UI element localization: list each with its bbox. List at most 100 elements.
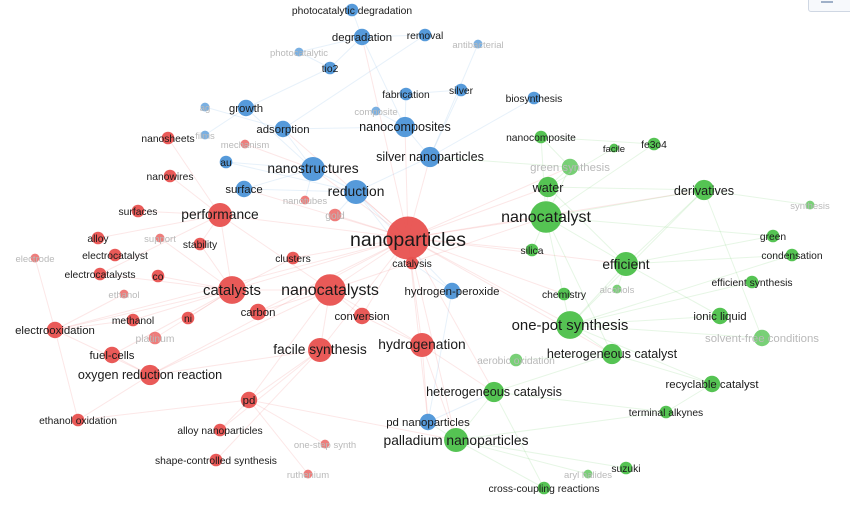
node-terminal-alkynes[interactable] xyxy=(659,405,673,419)
node-antibacterial[interactable] xyxy=(473,39,483,49)
label-catalysts[interactable]: catalysts xyxy=(203,283,261,299)
node-derivatives[interactable] xyxy=(693,179,715,201)
node-performance[interactable] xyxy=(208,203,232,227)
label-recyclable-catalyst[interactable]: recyclable catalyst xyxy=(665,379,759,391)
node-adsorption[interactable] xyxy=(274,120,292,138)
node-ethanol-oxidation[interactable] xyxy=(71,413,85,427)
node-mechanism[interactable] xyxy=(240,139,250,149)
node-nanocatalysts[interactable] xyxy=(314,274,346,306)
node-co[interactable] xyxy=(151,269,165,283)
node-shape-controlled-synthesis[interactable] xyxy=(209,453,223,467)
label-efficient[interactable]: efficient xyxy=(602,257,649,272)
label-methanol[interactable]: methanol xyxy=(112,316,154,327)
node-reduction[interactable] xyxy=(344,180,368,204)
label-alloy-nanoparticles[interactable]: alloy nanoparticles xyxy=(177,426,262,437)
label-green[interactable]: green xyxy=(760,232,787,243)
node-nanostructures[interactable] xyxy=(301,157,325,181)
label-silver[interactable]: silver xyxy=(449,86,474,97)
label-degradation[interactable]: degradation xyxy=(332,32,392,44)
label-chemistry[interactable]: chemistry xyxy=(542,290,587,301)
label-platinum[interactable]: platinum xyxy=(136,334,175,345)
label-cross-coupling-reactions[interactable]: cross-coupling reactions xyxy=(488,484,599,495)
label-tio2[interactable]: tio2 xyxy=(322,64,339,75)
node-ni[interactable] xyxy=(181,311,195,325)
label-ethanol-oxidation[interactable]: ethanol oxidation xyxy=(39,416,117,427)
label-photocatalytic-degradation[interactable]: photocatalytic degradation xyxy=(292,6,412,17)
label-green-synthesis[interactable]: green synthesis xyxy=(530,162,610,174)
label-oxygen-reduction-reaction[interactable]: oxygen reduction reaction xyxy=(78,368,222,382)
label-nanosheets[interactable]: nanosheets xyxy=(141,134,194,145)
label-heterogeneous-catalyst[interactable]: heterogeneous catalyst xyxy=(547,347,678,361)
node-silver[interactable] xyxy=(454,83,468,97)
label-nanocomposite[interactable]: nanocomposite xyxy=(506,133,576,144)
label-ag[interactable]: ag xyxy=(200,103,211,114)
label-terminal-alkynes[interactable]: terminal alkynes xyxy=(629,408,703,419)
node-platinum[interactable] xyxy=(148,331,162,345)
node-photocatalytic[interactable] xyxy=(294,47,304,57)
node-heterogeneous-catalysis[interactable] xyxy=(483,381,505,403)
node-one-step-synth[interactable] xyxy=(320,439,330,449)
label-facile[interactable]: facile xyxy=(603,144,625,155)
node-methanol[interactable] xyxy=(126,313,140,327)
label-synthesis[interactable]: synthesis xyxy=(790,201,830,212)
label-conversion[interactable]: conversion xyxy=(334,311,389,323)
label-efficient-synthesis[interactable]: efficient synthesis xyxy=(711,278,792,289)
label-water[interactable]: water xyxy=(532,181,564,195)
label-nanocomposites[interactable]: nanocomposites xyxy=(359,120,451,134)
node-aryl-halides[interactable] xyxy=(583,469,593,479)
label-stability[interactable]: stability xyxy=(183,240,218,251)
node-facile-synthesis[interactable] xyxy=(308,338,332,362)
node-surface[interactable] xyxy=(235,180,253,198)
node-alloy-nanoparticles[interactable] xyxy=(213,423,227,437)
label-biosynthesis[interactable]: biosynthesis xyxy=(506,94,563,105)
label-growth[interactable]: growth xyxy=(229,103,263,115)
node-chemistry[interactable] xyxy=(557,287,571,301)
node-nanosheets[interactable] xyxy=(161,131,175,145)
label-composite[interactable]: composite xyxy=(354,107,397,118)
node-nanoparticles[interactable] xyxy=(386,216,430,260)
label-hydrogenation[interactable]: hydrogenation xyxy=(378,337,465,352)
node-nanocomposite[interactable] xyxy=(534,130,548,144)
node-cross-coupling-reactions[interactable] xyxy=(537,481,551,495)
label-palladium-nanoparticles[interactable]: palladium nanoparticles xyxy=(384,433,529,448)
label-carbon[interactable]: carbon xyxy=(241,307,276,319)
node-synthesis[interactable] xyxy=(805,200,815,210)
node-fabrication[interactable] xyxy=(399,87,413,101)
label-pd-nanoparticles[interactable]: pd nanoparticles xyxy=(386,417,470,429)
label-heterogeneous-catalysis[interactable]: heterogeneous catalysis xyxy=(426,385,562,399)
node-silver-nanoparticles[interactable] xyxy=(419,146,441,168)
node-alcohols[interactable] xyxy=(612,284,622,294)
node-carbon[interactable] xyxy=(249,303,267,321)
label-reduction[interactable]: reduction xyxy=(328,184,385,199)
label-silica[interactable]: silica xyxy=(521,246,544,257)
label-support[interactable]: support xyxy=(144,234,176,245)
node-ionic-liquid[interactable] xyxy=(711,307,729,325)
label-nanocatalysts[interactable]: nanocatalysts xyxy=(281,282,379,299)
label-ionic-liquid[interactable]: ionic liquid xyxy=(693,311,746,323)
label-co[interactable]: co xyxy=(153,272,164,283)
node-au[interactable] xyxy=(219,155,233,169)
node-condensation[interactable] xyxy=(785,248,799,262)
label-facile-synthesis[interactable]: facile synthesis xyxy=(273,342,367,357)
node-water[interactable] xyxy=(537,176,559,198)
node-green-synthesis[interactable] xyxy=(561,158,579,176)
label-shape-controlled-synthesis[interactable]: shape-controlled synthesis xyxy=(155,456,277,467)
node-silica[interactable] xyxy=(525,243,539,257)
label-clusters[interactable]: clusters xyxy=(275,254,310,265)
label-catalysis[interactable]: catalysis xyxy=(392,259,431,270)
node-nanotubes[interactable] xyxy=(300,195,310,205)
label-fe3o4[interactable]: fe3o4 xyxy=(641,140,667,151)
node-efficient[interactable] xyxy=(614,252,638,276)
label-alcohols[interactable]: alcohols xyxy=(600,285,635,296)
node-nanowires[interactable] xyxy=(163,169,177,183)
label-electrocatalysts[interactable]: electrocatalysts xyxy=(65,270,136,281)
node-electrocatalysts[interactable] xyxy=(93,267,107,281)
label-pd[interactable]: pd xyxy=(243,395,256,407)
node-removal[interactable] xyxy=(418,28,432,42)
node-alloy[interactable] xyxy=(91,231,105,245)
corner-toolbar-widget[interactable] xyxy=(808,0,850,12)
label-electrode[interactable]: electrode xyxy=(15,254,54,265)
label-one-pot-synthesis[interactable]: one-pot synthesis xyxy=(512,318,629,334)
node-nanocomposites[interactable] xyxy=(394,116,416,138)
node-fe3o4[interactable] xyxy=(647,137,661,151)
